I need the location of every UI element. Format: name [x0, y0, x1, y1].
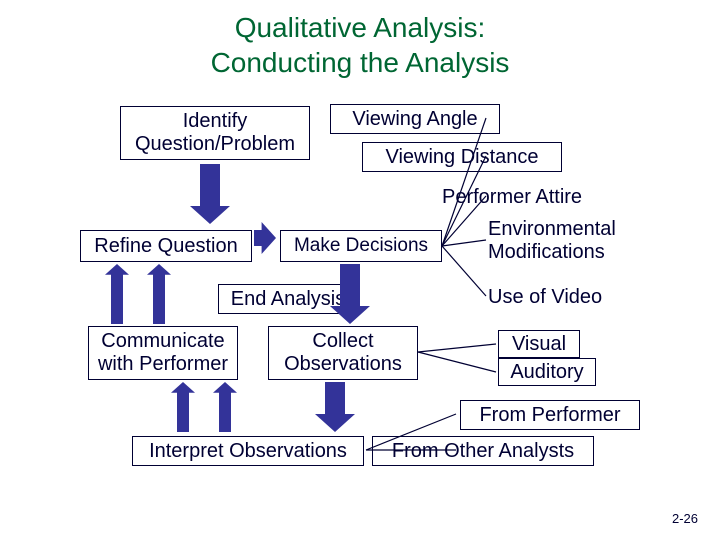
arrow-down: [315, 382, 355, 432]
arrow-down: [330, 264, 370, 324]
page-number: 2-26: [672, 511, 698, 526]
arrow-down: [190, 164, 230, 224]
arrow-right: [254, 222, 276, 254]
arrow-up-pair: [105, 264, 171, 324]
arrow-up-pair: [171, 382, 237, 432]
